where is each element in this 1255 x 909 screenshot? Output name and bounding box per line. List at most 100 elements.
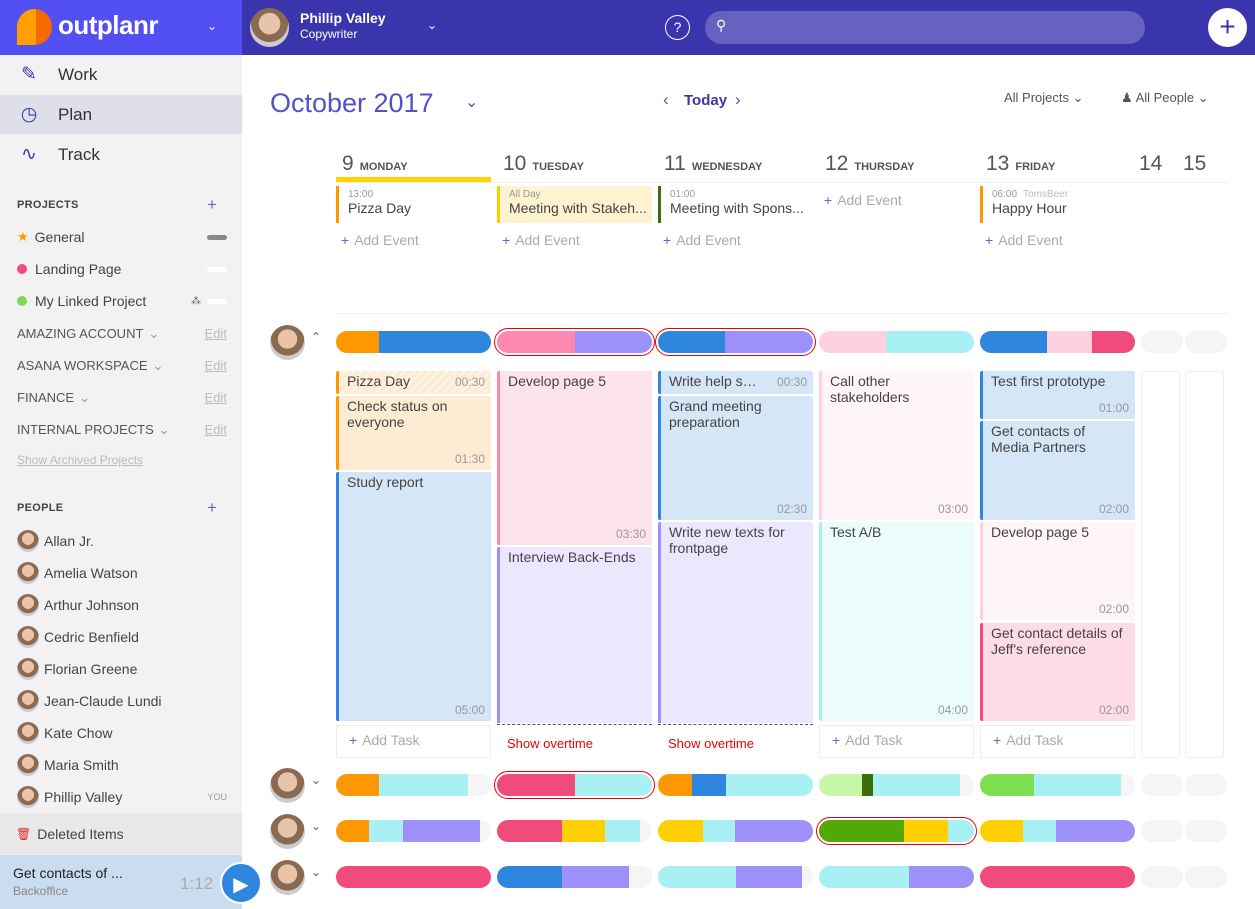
expand-chevron-icon[interactable]: ⌄ <box>311 819 322 833</box>
play-timer-button[interactable]: ▶ <box>220 862 262 904</box>
person-item[interactable]: Phillip Valley YOU <box>17 786 227 808</box>
workload-bar[interactable] <box>1141 331 1183 353</box>
workload-bar[interactable] <box>336 820 491 842</box>
project-item[interactable]: My Linked Project ⁂ <box>17 293 227 309</box>
expand-chevron-icon[interactable]: ⌃ <box>311 330 322 344</box>
person-item[interactable]: Florian Greene <box>17 658 227 680</box>
workload-bar[interactable] <box>980 866 1135 888</box>
person-item[interactable]: Kate Chow <box>17 722 227 744</box>
person-item[interactable]: Jean-Claude Lundi <box>17 690 227 712</box>
person-item[interactable]: Amelia Watson <box>17 562 227 584</box>
add-task-button[interactable]: + Add Task <box>819 725 974 758</box>
event-card[interactable]: All Day Meeting with Stakeh... <box>497 186 652 223</box>
task-card[interactable]: Grand meeting preparation 02:30 <box>658 396 813 520</box>
project-group[interactable]: ASANA WORKSPACE ⌄ Edit <box>17 358 227 374</box>
project-item[interactable]: ★ General <box>17 229 227 245</box>
add-task-button[interactable]: + Add Task <box>980 725 1135 758</box>
workload-bar[interactable] <box>1185 331 1227 353</box>
sidebar-item-plan[interactable]: ◷ Plan <box>0 95 242 134</box>
sidebar-item-track[interactable]: ∿ Track <box>0 135 242 174</box>
prev-week-chevron-left-icon[interactable]: ‹ <box>663 90 669 109</box>
deleted-items-link[interactable]: 🗑 Deleted Items <box>0 813 242 854</box>
workload-bar[interactable] <box>497 820 652 842</box>
workload-bar[interactable] <box>658 820 813 842</box>
edit-group-link[interactable]: Edit <box>204 358 227 373</box>
month-chevron-down-icon[interactable]: ⌄ <box>465 94 479 111</box>
workload-bar[interactable] <box>658 774 813 796</box>
workload-bar[interactable] <box>494 328 655 356</box>
user-name[interactable]: Phillip Valley <box>300 10 386 26</box>
add-event-button[interactable]: + Add Event <box>663 232 741 248</box>
search-input[interactable]: ⚲ <box>705 11 1145 44</box>
add-project-icon[interactable]: + <box>207 195 217 214</box>
task-card[interactable]: Write new texts for frontpage05:00 <box>658 521 813 723</box>
edit-group-link[interactable]: Edit <box>204 326 227 341</box>
add-event-button[interactable]: + Add Event <box>824 192 902 208</box>
day-header[interactable]: 10 TUESDAY <box>503 152 584 176</box>
workload-bar[interactable] <box>336 774 491 796</box>
user-avatar[interactable] <box>250 8 289 47</box>
event-card[interactable]: 06:00 TomsBeer Happy Hour <box>980 186 1135 223</box>
task-card[interactable]: Get contacts of Media Partners 02:00 <box>980 421 1135 520</box>
task-card[interactable]: Develop page 5 03:30 <box>497 371 652 546</box>
workspace-chevron-down-icon[interactable]: ⌄ <box>207 19 218 33</box>
expand-chevron-icon[interactable]: ⌄ <box>311 773 322 787</box>
workload-bar[interactable] <box>819 774 974 796</box>
project-group[interactable]: FINANCE ⌄ Edit <box>17 390 227 406</box>
task-card[interactable]: Test first prototype 01:00 <box>980 371 1135 420</box>
workload-bar[interactable] <box>655 328 816 356</box>
workload-bar[interactable] <box>980 774 1135 796</box>
task-card[interactable]: Check status on everyone 01:30 <box>336 396 491 470</box>
task-card[interactable]: Develop page 5 02:00 <box>980 521 1135 621</box>
user-chevron-down-icon[interactable]: ⌄ <box>427 18 438 32</box>
active-timer[interactable]: Get contacts of ... Backoffice 1:12 <box>0 855 242 909</box>
task-card[interactable]: Get contact details of Jeff's reference 0… <box>980 622 1135 722</box>
show-overtime-link[interactable]: Show overtime <box>668 736 754 751</box>
add-person-icon[interactable]: + <box>207 498 217 517</box>
workload-bar[interactable] <box>497 866 652 888</box>
task-card[interactable]: Write help sec... 00:30 <box>658 371 813 395</box>
today-button[interactable]: Today <box>684 92 728 109</box>
expand-chevron-icon[interactable]: ⌄ <box>311 865 322 879</box>
add-event-button[interactable]: + Add Event <box>985 232 1063 248</box>
workload-bar[interactable] <box>494 771 655 799</box>
workload-bar[interactable] <box>819 331 974 353</box>
workload-bar[interactable] <box>336 866 491 888</box>
person-avatar[interactable] <box>270 814 305 849</box>
person-item[interactable]: Cedric Benfield <box>17 626 227 648</box>
person-avatar[interactable] <box>270 768 305 803</box>
workload-bar[interactable] <box>816 817 977 845</box>
day-header[interactable]: 12 THURSDAY <box>825 152 914 176</box>
show-overtime-link[interactable]: Show overtime <box>507 736 593 751</box>
workload-bar[interactable] <box>1185 774 1227 796</box>
show-archived-link[interactable]: Show Archived Projects <box>17 453 144 467</box>
workload-bar[interactable] <box>980 331 1135 353</box>
workload-bar[interactable] <box>1141 820 1183 842</box>
next-week-chevron-right-icon[interactable]: › <box>735 90 741 109</box>
workload-bar[interactable] <box>336 331 491 353</box>
task-card[interactable]: Pizza Day 00:30 <box>336 371 491 395</box>
person-item[interactable]: Maria Smith <box>17 754 227 776</box>
workload-bar[interactable] <box>1185 820 1227 842</box>
people-filter[interactable]: ♟ All People ⌄ <box>1121 90 1209 106</box>
edit-group-link[interactable]: Edit <box>204 422 227 437</box>
task-card[interactable]: Study report 05:00 <box>336 471 491 722</box>
workload-bar[interactable] <box>819 866 974 888</box>
workload-bar[interactable] <box>1141 866 1183 888</box>
event-card[interactable]: 13:00 Pizza Day <box>336 186 491 223</box>
project-group[interactable]: INTERNAL PROJECTS ⌄ Edit <box>17 422 227 438</box>
workload-bar[interactable] <box>1141 774 1183 796</box>
person-item[interactable]: Arthur Johnson <box>17 594 227 616</box>
workload-bar[interactable] <box>1185 866 1227 888</box>
task-card[interactable]: Test A/B 04:00 <box>819 521 974 722</box>
event-card[interactable]: 01:00 Meeting with Spons... <box>658 186 813 223</box>
projects-filter[interactable]: All Projects ⌄ <box>1004 90 1084 106</box>
task-card[interactable]: Call other stakeholders 03:00 <box>819 371 974 520</box>
add-task-button[interactable]: + Add Task <box>336 725 491 758</box>
workload-bar[interactable] <box>658 866 813 888</box>
day-header[interactable]: 9 MONDAY <box>342 152 408 176</box>
day-header[interactable]: 14 <box>1139 152 1162 176</box>
task-card[interactable]: Interview Back-Ends04:00 <box>497 547 652 723</box>
person-avatar[interactable] <box>270 860 305 895</box>
person-item[interactable]: Allan Jr. <box>17 530 227 552</box>
